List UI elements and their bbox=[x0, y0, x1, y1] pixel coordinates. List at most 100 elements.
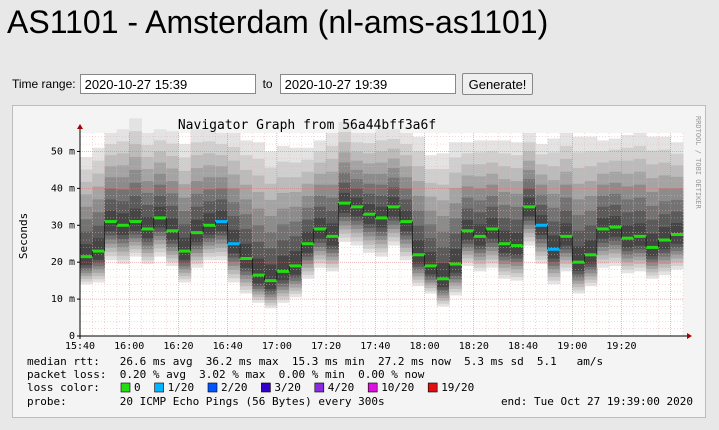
x-tick-label: 16:40 bbox=[213, 341, 243, 352]
rrdtool-watermark: RRDTOOL / TOBI OETIKER bbox=[694, 116, 702, 210]
rtt-spread-column bbox=[436, 153, 450, 307]
median-rtt-mark bbox=[166, 229, 179, 233]
rtt-band bbox=[658, 227, 672, 250]
y-tick-labels: 0 10 m 20 m 30 m 40 m 50 m bbox=[51, 146, 80, 342]
rtt-band bbox=[510, 232, 524, 255]
rtt-spread-column bbox=[178, 144, 192, 283]
median-rtt-mark bbox=[104, 220, 118, 224]
rtt-band bbox=[424, 252, 438, 275]
loss-color-swatch bbox=[427, 382, 438, 393]
rtt-band bbox=[129, 208, 142, 231]
legend-probe-line: probe: 20 ICMP Echo Pings (56 Bytes) eve… bbox=[27, 395, 385, 408]
rtt-spread-column bbox=[80, 156, 93, 285]
median-rtt-mark bbox=[646, 245, 659, 249]
median-rtt-mark bbox=[461, 229, 475, 233]
y-tick-label: 10 m bbox=[51, 294, 75, 305]
rtt-spread-column bbox=[523, 133, 536, 246]
x-tick-label: 15:40 bbox=[65, 341, 95, 352]
rtt-spread-column bbox=[461, 142, 475, 266]
median-rtt-mark bbox=[547, 247, 561, 251]
graph-canvas: Navigator Graph from 56a44bff3a6f Second… bbox=[17, 116, 702, 408]
median-rtt-mark bbox=[596, 227, 610, 231]
rtt-band bbox=[227, 229, 241, 254]
rtt-spread-column bbox=[252, 142, 265, 303]
rtt-band bbox=[449, 248, 462, 273]
rtt-spread-column bbox=[412, 136, 425, 287]
generate-button[interactable]: Generate! bbox=[461, 73, 534, 95]
loss-color-label: 2/20 bbox=[221, 381, 248, 394]
rtt-spread-column bbox=[670, 142, 684, 270]
x-tick-labels: 15:40 16:00 16:20 16:40 17:00 17:20 17:40 18:00… bbox=[65, 341, 637, 352]
median-rtt-mark bbox=[141, 227, 155, 231]
rtt-band bbox=[436, 263, 450, 288]
loss-color-swatch bbox=[314, 382, 325, 393]
rtt-band bbox=[633, 223, 647, 246]
x-tick-label: 17:20 bbox=[311, 341, 341, 352]
rtt-spread-column bbox=[621, 134, 635, 274]
rtt-spread-column bbox=[153, 129, 167, 257]
median-rtt-mark bbox=[203, 223, 216, 227]
median-rtt-mark bbox=[436, 277, 450, 281]
median-rtt-mark bbox=[609, 225, 622, 229]
median-rtt-mark bbox=[486, 227, 499, 231]
rtt-spread-column bbox=[350, 133, 364, 246]
page-title: AS1101 - Amsterdam (nl-ams-as1101) bbox=[7, 4, 549, 40]
rtt-band bbox=[190, 219, 204, 242]
loss-color-legend: 0 1/20 2/20 3/20 4/20 10/20 19/20 bbox=[120, 381, 474, 394]
loss-legend-item: 0 bbox=[120, 381, 141, 394]
median-rtt-mark bbox=[387, 205, 401, 209]
loss-color-swatch bbox=[367, 382, 378, 393]
median-rtt-mark bbox=[153, 216, 167, 220]
rtt-band bbox=[572, 246, 585, 271]
rtt-spread-column bbox=[547, 138, 561, 285]
median-rtt-mark bbox=[523, 205, 536, 209]
y-axis-arrow bbox=[77, 124, 83, 129]
rtt-spread-column bbox=[473, 140, 487, 272]
chart-title: Navigator Graph from 56a44bff3a6f bbox=[178, 118, 436, 133]
median-rtt-mark bbox=[510, 244, 524, 248]
rtt-band bbox=[621, 225, 635, 248]
y-tick-label: 40 m bbox=[51, 183, 75, 194]
loss-legend-item: 3/20 bbox=[261, 381, 301, 394]
median-rtt-mark bbox=[375, 216, 388, 220]
median-rtt-mark bbox=[658, 238, 671, 242]
median-rtt-mark bbox=[190, 231, 204, 235]
rtt-spread-column bbox=[399, 133, 413, 261]
median-rtt-mark bbox=[350, 205, 364, 209]
rtt-band bbox=[646, 233, 659, 257]
rtt-spread-column bbox=[141, 133, 155, 265]
y-tick-label: 0 bbox=[69, 331, 75, 342]
to-time-input[interactable] bbox=[279, 74, 456, 94]
rtt-spread-column bbox=[609, 138, 622, 266]
rtt-spread-column bbox=[227, 133, 241, 283]
x-tick-label: 18:40 bbox=[508, 341, 538, 352]
loss-legend-item: 4/20 bbox=[314, 381, 354, 394]
median-rtt-mark bbox=[363, 212, 376, 216]
median-rtt-marks bbox=[80, 201, 684, 283]
rtt-spread-column bbox=[510, 142, 524, 281]
rtt-spread-column bbox=[646, 136, 659, 279]
rtt-spread-column bbox=[449, 142, 462, 296]
rtt-band bbox=[166, 218, 179, 241]
rtt-spread-column bbox=[658, 136, 672, 276]
y-tick-label: 30 m bbox=[51, 220, 75, 231]
rtt-band bbox=[264, 264, 278, 289]
axes bbox=[77, 124, 692, 339]
rtt-spread-column bbox=[313, 140, 327, 268]
rtt-band bbox=[276, 255, 290, 281]
from-time-input[interactable] bbox=[79, 74, 256, 94]
median-rtt-mark bbox=[584, 253, 598, 257]
median-rtt-mark bbox=[80, 255, 93, 259]
loss-legend-item: 10/20 bbox=[367, 381, 414, 394]
x-tick-label: 17:40 bbox=[360, 341, 390, 352]
to-label: to bbox=[262, 77, 273, 91]
median-rtt-mark bbox=[129, 220, 142, 224]
x-tick-label: 16:20 bbox=[163, 341, 193, 352]
y-axis-label: Seconds bbox=[17, 213, 30, 259]
legend-loss-color-label: loss color: bbox=[27, 381, 100, 394]
rtt-band bbox=[584, 240, 598, 264]
rtt-spread-column bbox=[104, 133, 118, 261]
rtt-band bbox=[252, 258, 265, 284]
x-tick-label: 19:00 bbox=[557, 341, 587, 352]
rtt-spread-column bbox=[424, 155, 438, 294]
